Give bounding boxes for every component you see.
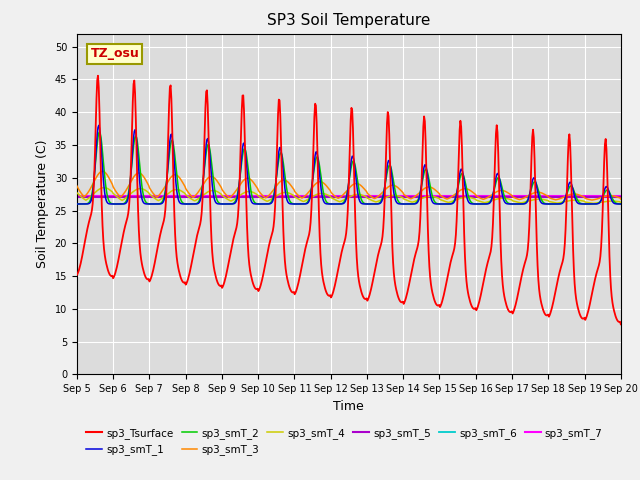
sp3_smT_5 — [73, 194, 81, 200]
sp3_smT_1 — [223, 201, 231, 207]
sp3_smT_1 — [617, 201, 625, 207]
sp3_Tsurface — [140, 268, 147, 274]
sp3_smT_4 — [431, 194, 439, 200]
sp3_smT_3 — [223, 193, 231, 199]
Line: sp3_smT_1: sp3_smT_1 — [77, 125, 621, 204]
sp3_Tsurface — [223, 266, 231, 272]
Text: TZ_osu: TZ_osu — [90, 48, 139, 60]
sp3_smT_3 — [431, 187, 439, 193]
sp3_smT_1 — [195, 200, 202, 206]
sp3_smT_2 — [585, 201, 593, 207]
sp3_smT_7 — [415, 193, 422, 199]
sp3_smT_6 — [415, 194, 422, 200]
sp3_smT_1 — [95, 122, 102, 128]
sp3_smT_6 — [83, 194, 90, 200]
sp3_smT_2 — [431, 200, 439, 205]
sp3_Tsurface — [431, 300, 439, 306]
Line: sp3_smT_3: sp3_smT_3 — [77, 171, 621, 200]
sp3_smT_6 — [73, 194, 81, 200]
sp3_Tsurface — [73, 272, 81, 278]
sp3_smT_3 — [73, 183, 81, 189]
sp3_smT_2 — [83, 201, 90, 207]
X-axis label: Time: Time — [333, 400, 364, 413]
sp3_smT_4 — [223, 196, 231, 202]
sp3_Tsurface — [94, 73, 102, 79]
sp3_smT_4 — [100, 185, 108, 191]
sp3_smT_1 — [416, 194, 424, 200]
sp3_smT_2 — [617, 201, 625, 207]
sp3_smT_4 — [73, 190, 81, 195]
sp3_smT_5 — [431, 194, 438, 200]
sp3_smT_1 — [73, 201, 81, 207]
sp3_smT_3 — [588, 197, 596, 203]
Y-axis label: Soil Temperature (C): Soil Temperature (C) — [36, 140, 49, 268]
sp3_smT_4 — [589, 201, 597, 206]
sp3_smT_3 — [99, 168, 106, 174]
sp3_smT_1 — [584, 201, 592, 207]
sp3_Tsurface — [617, 322, 625, 327]
sp3_smT_4 — [195, 196, 202, 202]
sp3_smT_5 — [223, 194, 230, 200]
sp3_smT_3 — [416, 190, 424, 195]
sp3_Tsurface — [416, 229, 424, 235]
sp3_smT_2 — [195, 199, 202, 204]
sp3_smT_2 — [73, 201, 81, 207]
sp3_smT_4 — [83, 197, 90, 203]
sp3_smT_5 — [617, 194, 625, 200]
sp3_smT_7 — [83, 193, 90, 199]
Title: SP3 Soil Temperature: SP3 Soil Temperature — [267, 13, 431, 28]
sp3_smT_3 — [195, 189, 202, 194]
sp3_smT_5 — [139, 194, 147, 200]
sp3_smT_3 — [83, 192, 90, 197]
sp3_smT_1 — [140, 200, 147, 205]
sp3_smT_7 — [73, 193, 81, 199]
sp3_smT_6 — [223, 194, 230, 200]
sp3_smT_7 — [431, 193, 438, 199]
sp3_smT_7 — [223, 193, 230, 199]
sp3_smT_4 — [617, 200, 625, 205]
sp3_Tsurface — [83, 229, 90, 235]
sp3_smT_1 — [431, 201, 439, 207]
sp3_smT_1 — [83, 201, 90, 207]
Line: sp3_smT_4: sp3_smT_4 — [77, 188, 621, 204]
sp3_smT_3 — [140, 173, 147, 179]
sp3_smT_4 — [416, 196, 424, 202]
sp3_Tsurface — [195, 227, 202, 233]
sp3_smT_7 — [194, 193, 202, 199]
sp3_smT_6 — [194, 194, 202, 200]
sp3_smT_6 — [617, 194, 625, 200]
sp3_smT_6 — [139, 194, 147, 200]
sp3_smT_5 — [83, 194, 90, 200]
sp3_smT_2 — [416, 192, 424, 198]
Line: sp3_smT_2: sp3_smT_2 — [77, 132, 621, 204]
sp3_smT_3 — [617, 196, 625, 202]
sp3_smT_5 — [194, 194, 202, 200]
sp3_smT_5 — [415, 194, 422, 200]
sp3_smT_6 — [431, 194, 438, 200]
Line: sp3_Tsurface: sp3_Tsurface — [77, 76, 621, 324]
sp3_smT_7 — [617, 193, 625, 199]
sp3_smT_2 — [140, 192, 147, 198]
Legend: sp3_Tsurface, sp3_smT_1, sp3_smT_2, sp3_smT_3, sp3_smT_4, sp3_smT_5, sp3_smT_6, : sp3_Tsurface, sp3_smT_1, sp3_smT_2, sp3_… — [82, 424, 607, 459]
sp3_smT_4 — [140, 186, 147, 192]
sp3_smT_2 — [95, 129, 103, 135]
sp3_smT_2 — [223, 201, 231, 207]
sp3_smT_7 — [139, 193, 147, 199]
